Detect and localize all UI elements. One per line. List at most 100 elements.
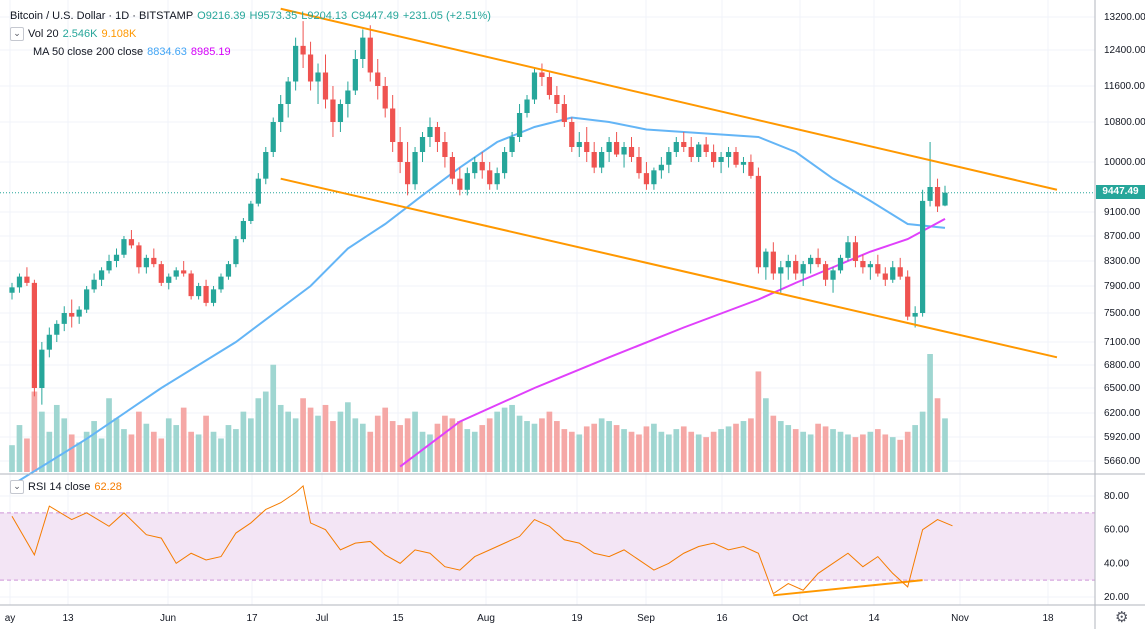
time-tick-label: 15 [392,613,404,624]
trendlines[interactable] [280,7,1058,597]
volume-bar [867,431,874,472]
candle-body [658,164,664,171]
candle-body [800,264,806,274]
rsi-divergence-line [773,579,923,597]
price-tick-label: 5920.00 [1104,432,1141,443]
candle-body [576,142,582,147]
candle-body [479,162,485,171]
chevron-down-icon[interactable]: ⌄ [10,480,24,494]
price-tick-label: 5660.00 [1104,456,1141,467]
price-tick-label: 11600.00 [1104,81,1145,92]
candle-body [785,261,791,268]
candle-body [263,152,269,179]
volume-bar [300,398,306,472]
candle-body [404,162,411,185]
candle-body [121,239,127,255]
candle-body [711,152,717,162]
candle-body [882,273,888,280]
volume-bar [710,431,717,472]
volume-bar [748,418,754,472]
volume-bar [285,411,292,472]
candle-body [158,264,164,283]
rsi-legend: ⌄ RSI 14 close 62.28 [10,480,122,494]
volume-bar [822,426,829,472]
volume-bar [180,407,187,472]
candle-body [778,267,784,274]
volume-bar [576,434,583,472]
volume-value-2: 9.108K [101,28,137,40]
candle-body [561,104,567,122]
candle-body [128,239,135,246]
candle-body [591,152,597,168]
volume-bar [509,404,515,472]
volume-bar [539,418,545,472]
volume-bar [427,434,433,472]
candle-body [509,137,515,152]
candle-body [195,286,202,297]
candle-body [24,276,30,283]
volume-bar [76,442,83,472]
upper-channel-line [280,7,1058,191]
volume-bar [449,418,456,472]
candle-body [613,142,620,155]
candle-body [106,261,112,271]
candle-body [621,147,627,155]
volume-bar [568,431,575,472]
candle-body [643,173,650,185]
volume-bar [889,437,896,472]
price-tick-label: 7900.00 [1104,281,1141,292]
ohlc-change: +231.05 (+2.51%) [402,10,491,22]
candle-body [61,313,67,324]
volume-bar [695,434,702,472]
time-tick-label: 18 [1042,613,1054,624]
volume-bar [897,439,904,472]
volume-bar [457,421,463,472]
volume-bar [912,425,918,472]
volume-bar [404,418,411,472]
price-tick-label: 13200.00 [1104,12,1145,23]
volume-bar [16,425,23,472]
candle-body [852,242,859,261]
candle-body [337,104,344,122]
candle-body [867,264,873,268]
candle-body [84,289,90,310]
volume-bar [591,423,598,472]
price-tick-label: 7100.00 [1104,337,1141,348]
candle-body [375,72,381,86]
volume-bar [91,421,97,472]
volume-bar [688,431,695,472]
candle-body [554,95,560,104]
candle-body [681,142,687,147]
candle-body [143,257,149,268]
volume-bar [270,364,277,472]
time-tick-label: Jun [160,613,176,624]
volume-bar [330,421,336,472]
candle-body [181,270,187,274]
volume-bar [322,404,329,472]
volume-bar [442,415,448,472]
candle-body [912,313,918,317]
candle-body [434,127,441,142]
candle-body [360,37,366,59]
volume-bar [643,426,650,472]
candle-body [763,251,769,268]
volume-bar [494,411,500,472]
volume-bar [225,425,232,472]
candle-body [218,276,224,290]
candle-body [875,264,881,274]
volume-bar [583,426,590,472]
volume-bar [98,438,105,472]
gear-icon[interactable]: ⚙ [1115,609,1129,626]
volume-bar [434,423,441,472]
volume-bar [53,404,60,472]
time-tick-label: 17 [246,613,258,624]
time-tick-label: 19 [571,613,583,624]
candle-body [203,286,209,303]
candle-body [285,81,291,104]
rsi-band [0,512,1095,581]
volume-bar [233,429,239,472]
chevron-down-icon[interactable]: ⌄ [10,27,24,41]
candle-body [725,152,732,157]
volume-bar [143,423,150,472]
